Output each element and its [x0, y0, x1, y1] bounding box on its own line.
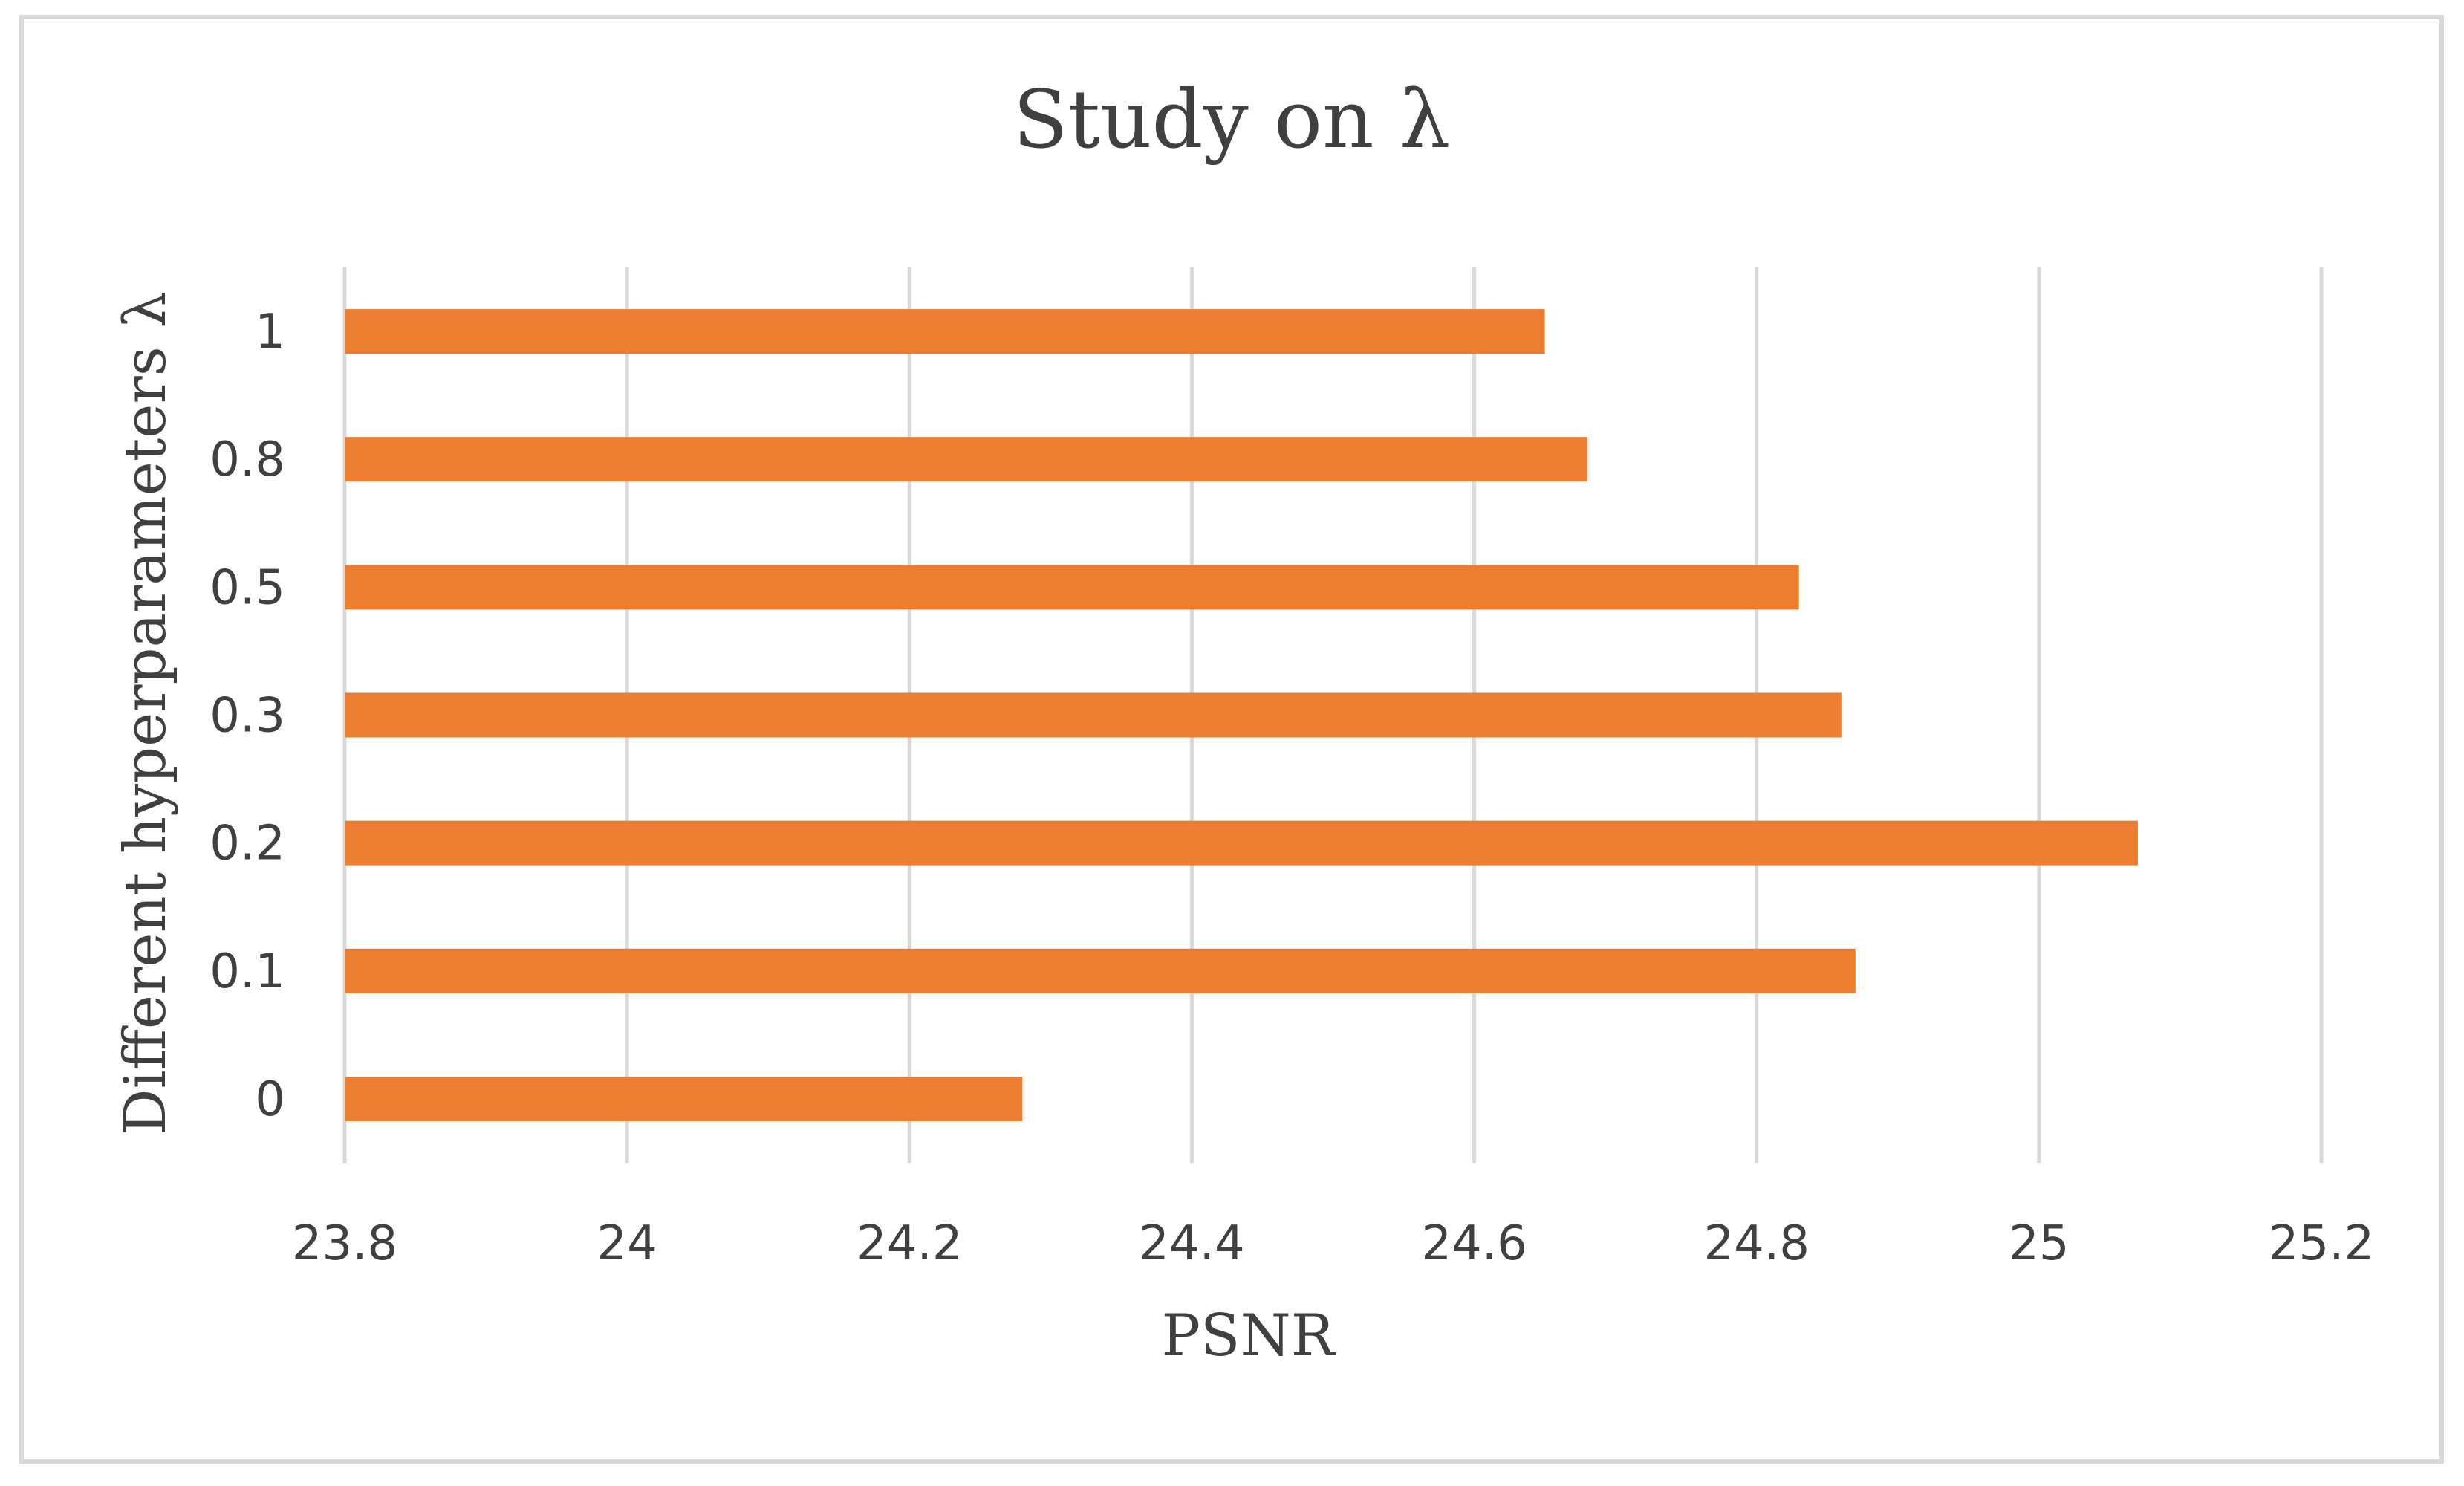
- x-tick-label: 24.4: [1139, 1216, 1245, 1271]
- x-tick-label: 24: [597, 1216, 657, 1271]
- bar-0.2: [345, 820, 2138, 866]
- y-tick-label: 0: [255, 1072, 285, 1127]
- bar-0.5: [345, 565, 1799, 610]
- x-tick-label: 23.8: [292, 1216, 398, 1271]
- y-tick-label: 1: [255, 305, 285, 360]
- x-tick-label: 24.8: [1703, 1216, 1810, 1271]
- y-tick-label: 0.2: [209, 817, 285, 872]
- y-tick-label: 0.1: [209, 944, 285, 999]
- bar-0.3: [345, 692, 1842, 738]
- bar-0.1: [345, 948, 1856, 993]
- x-axis-ticks: 23.8 24 24.2 24.4 24.6 24.8 25 25.2: [292, 1216, 2375, 1271]
- bar-0: [345, 1076, 1023, 1121]
- x-axis-title: PSNR: [1162, 1302, 1336, 1369]
- y-tick-label: 0.5: [209, 560, 285, 615]
- y-tick-label: 0.8: [209, 432, 285, 487]
- bar-1: [345, 309, 1545, 354]
- y-axis-title: Different hyperparameters λ: [112, 291, 179, 1135]
- x-tick-label: 24.6: [1421, 1216, 1527, 1271]
- x-tick-label: 24.2: [856, 1216, 963, 1271]
- x-tick-label: 25.2: [2269, 1216, 2375, 1271]
- x-tick-label: 25: [2009, 1216, 2069, 1271]
- bar-0.8: [345, 437, 1587, 482]
- bars: [345, 309, 2138, 1121]
- y-axis-ticks: 1 0.8 0.5 0.3 0.2 0.1 0: [209, 305, 285, 1127]
- chart-title: Study on λ: [1013, 74, 1451, 166]
- y-tick-label: 0.3: [209, 689, 285, 744]
